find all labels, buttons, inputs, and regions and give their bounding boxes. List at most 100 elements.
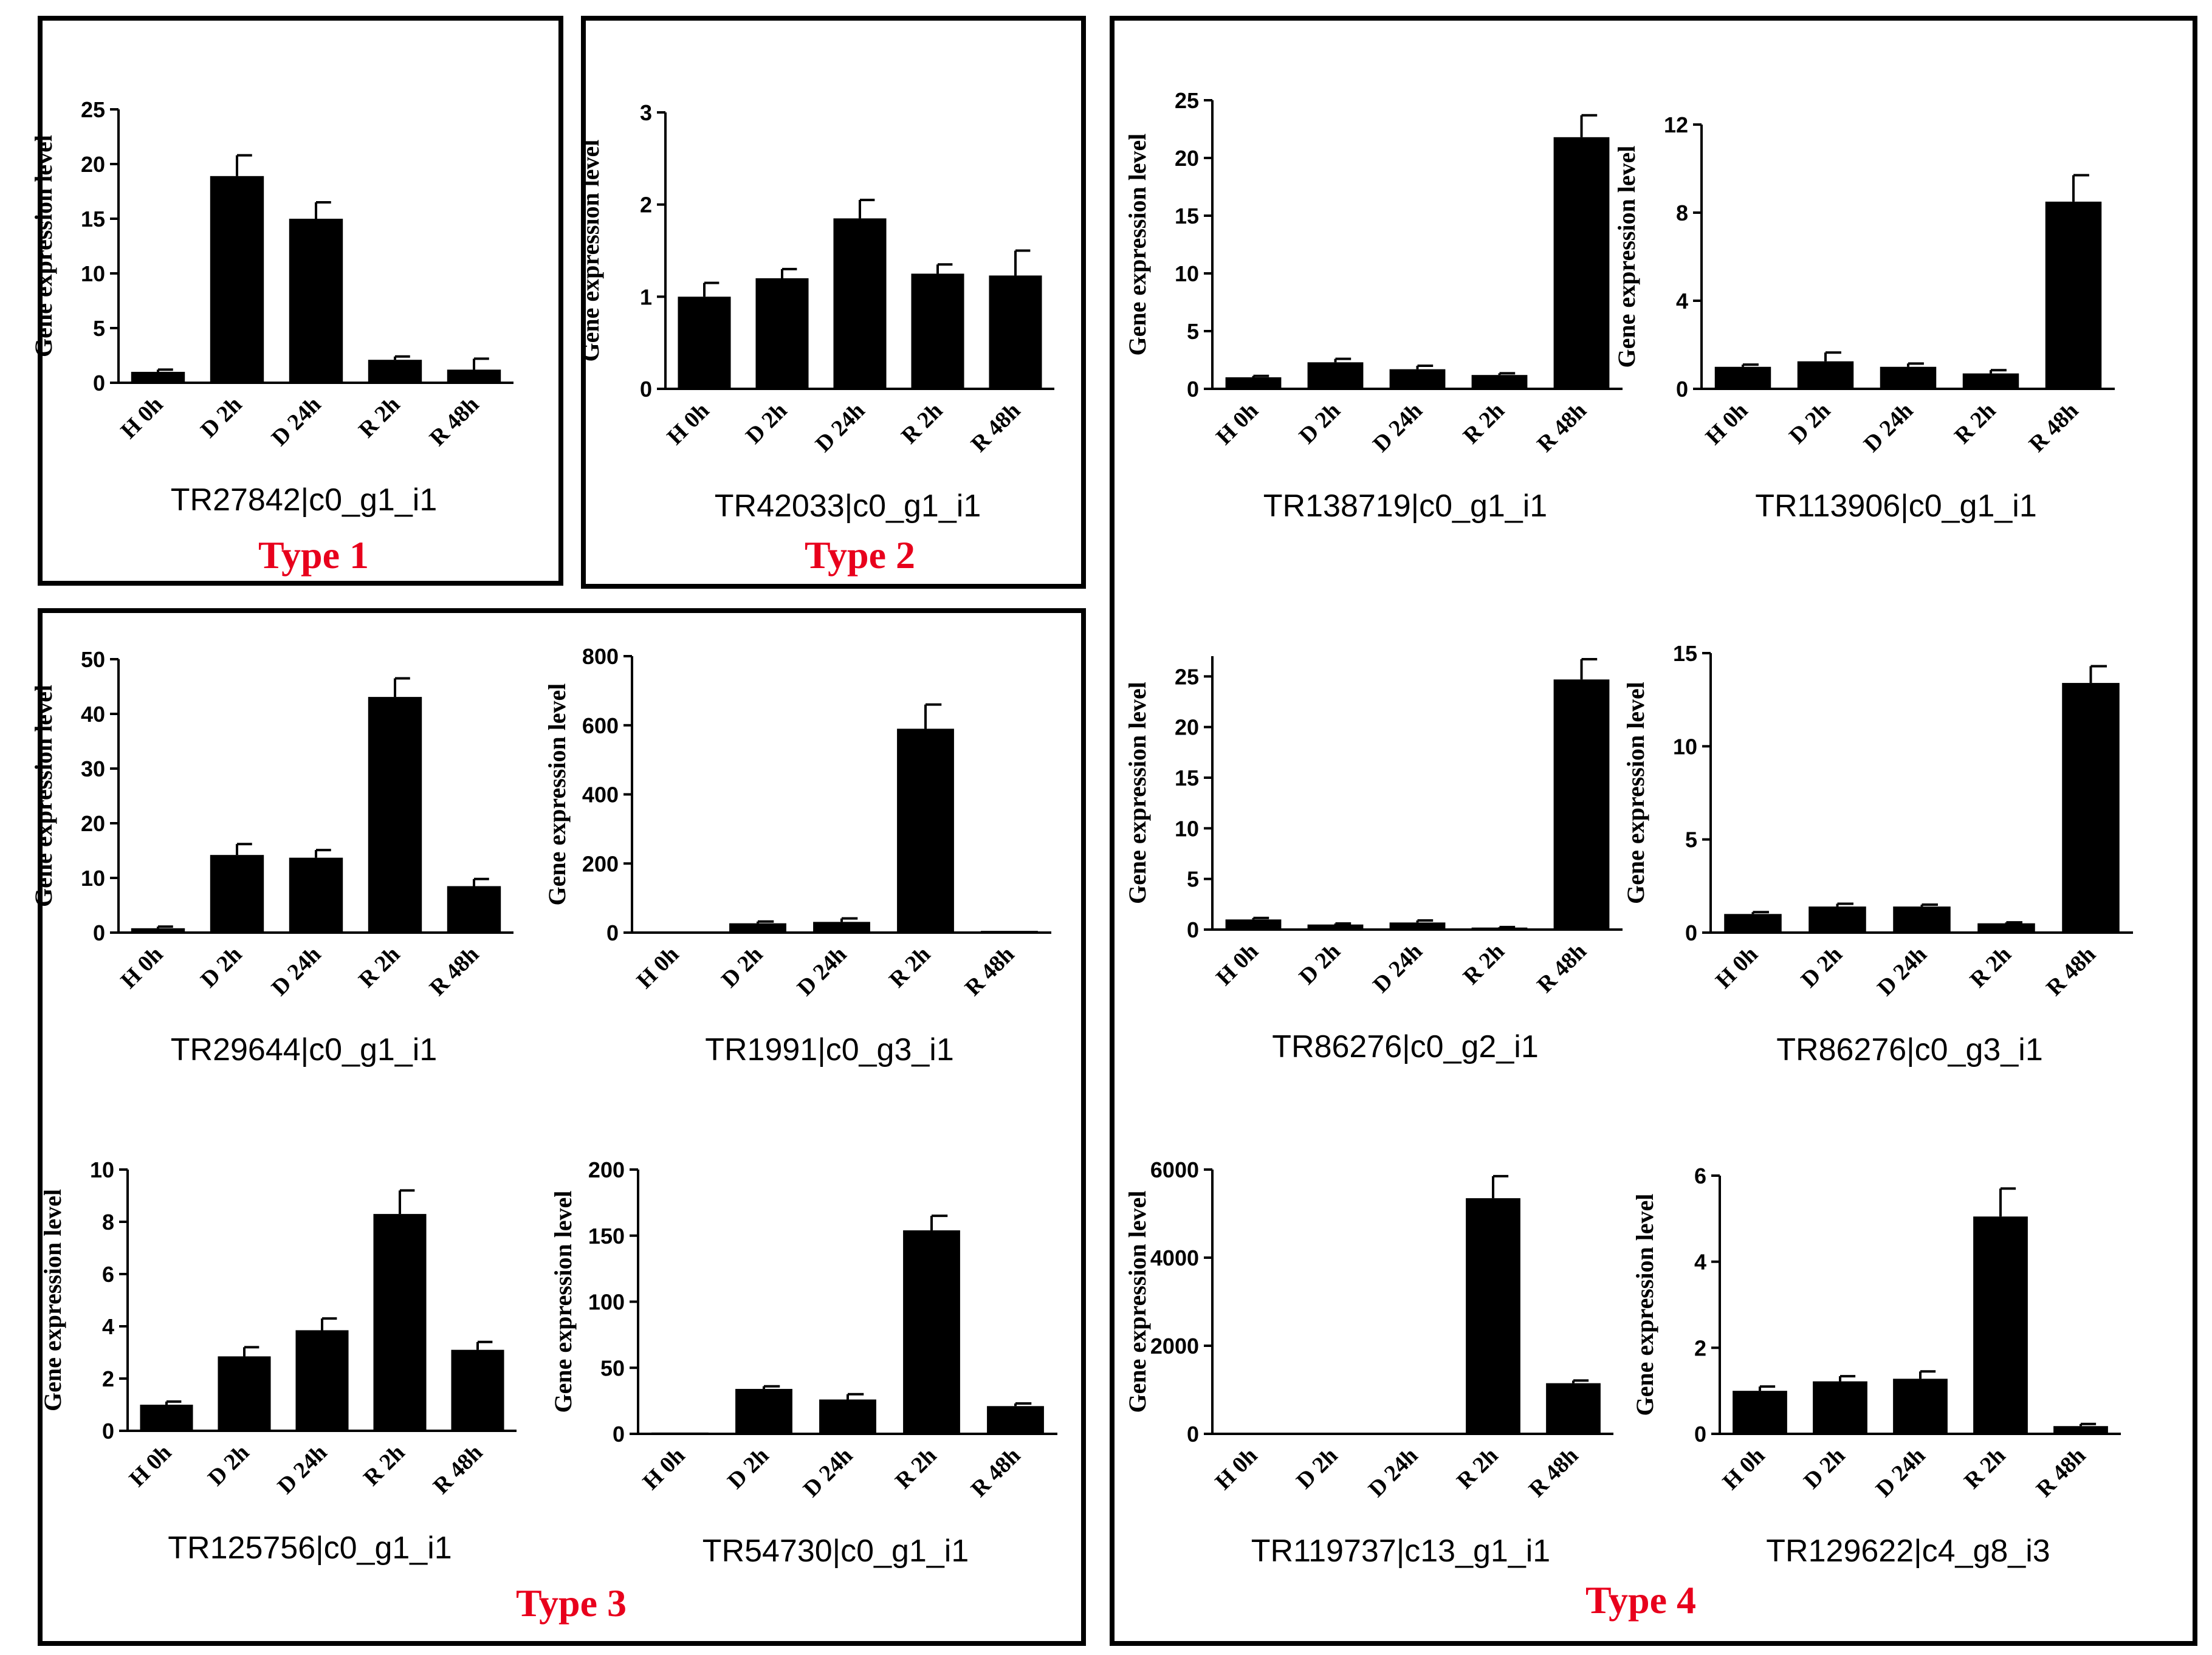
chart-panel-tr113906: 0 4 8 12 Gene expression level H 0h D 2h D 24h R…: [1613, 112, 2115, 524]
y-tick-label: 0: [1685, 920, 1697, 945]
x-tick-label: D 2h: [203, 1440, 254, 1491]
x-tick-label: R 2h: [1458, 398, 1510, 449]
chart-panel-tr29644: 0 10 20 30 40 50 Gene expression level H 0h D 2h…: [30, 647, 514, 1067]
y-axis-title: Gene expression level: [1124, 1191, 1151, 1413]
bar: [1733, 1391, 1787, 1434]
y-axis-title: Gene expression level: [39, 1189, 66, 1411]
y-tick-label: 0: [606, 920, 619, 945]
bar: [1808, 906, 1866, 933]
x-tick-label: R 48h: [1532, 939, 1592, 998]
chart-panel-tr86276-g2: 0 5 10 15 20 25 Gene expression level H 0h D 2h D…: [1124, 656, 1623, 1064]
bar: [368, 697, 422, 933]
bar: [989, 275, 1042, 389]
x-tick-label: H 0h: [1711, 942, 1763, 994]
x-tick-label: R 2h: [354, 942, 405, 993]
bar: [897, 728, 954, 933]
y-tick-label: 0: [640, 377, 652, 402]
y-tick-label: 0: [1676, 377, 1688, 402]
y-tick-label: 15: [1673, 641, 1697, 666]
y-axis-title: Gene expression level: [577, 140, 604, 362]
y-tick-label: 8: [1676, 200, 1688, 225]
x-tick-label: D 2h: [196, 392, 247, 443]
y-tick-label: 6: [102, 1262, 114, 1287]
bar: [1973, 1216, 2028, 1434]
x-tick-label: R 2h: [884, 942, 935, 993]
bar: [678, 296, 731, 389]
bar: [1962, 373, 2019, 389]
type3-label: Type 3: [516, 1581, 627, 1625]
x-tick-label: R 48h: [2024, 398, 2084, 457]
chart-panel-tr138719: 0 5 10 15 20 25 Gene expression level H 0h D 2h D…: [1124, 88, 1623, 524]
y-tick-label: 0: [93, 371, 105, 396]
x-tick-label: H 0h: [116, 942, 168, 994]
y-axis-title: Gene expression level: [1613, 146, 1640, 368]
y-tick-label: 40: [81, 702, 105, 727]
x-tick-label: R 2h: [1965, 942, 2016, 993]
gene-id-title: TR129622|c4_g8_i3: [1766, 1533, 2050, 1569]
x-tick-label: H 0h: [632, 942, 684, 994]
bar: [1386, 1433, 1440, 1434]
y-tick-label: 4: [102, 1314, 114, 1339]
bar: [987, 1406, 1044, 1434]
bar: [1225, 377, 1282, 389]
y-tick-label: 15: [1175, 766, 1199, 790]
x-tick-label: D 24h: [1871, 1443, 1931, 1503]
bar: [295, 1330, 349, 1431]
y-tick-label: 200: [582, 851, 619, 876]
bar: [1466, 1198, 1520, 1434]
x-tick-label: R 48h: [960, 942, 1020, 1001]
y-tick-label: 5: [93, 316, 105, 341]
bar: [1977, 923, 2035, 933]
y-tick-label: 800: [582, 644, 619, 669]
x-tick-label: R 48h: [2041, 942, 2101, 1001]
gene-id-title: TR138719|c0_g1_i1: [1263, 488, 1547, 524]
type2-box: [581, 16, 1086, 589]
chart-panel-tr119737: 0 2000 4000 6000 Gene expression level H 0h D …: [1124, 1157, 1613, 1569]
x-tick-label: R 48h: [1532, 398, 1592, 457]
x-tick-label: R 2h: [359, 1440, 410, 1491]
bar: [210, 855, 264, 933]
type4-box: [1110, 16, 2197, 1646]
gene-id-title: TR86276|c0_g2_i1: [1272, 1029, 1539, 1064]
bar: [2062, 683, 2120, 933]
bar: [2053, 1426, 2108, 1434]
y-tick-label: 3: [640, 100, 652, 125]
type1-box: [38, 16, 563, 586]
y-tick-label: 200: [588, 1157, 625, 1182]
x-tick-label: H 0h: [1718, 1443, 1770, 1495]
chart-panel-tr54730: 0 50 100 150 200 Gene expression level H 0h D 2…: [549, 1157, 1057, 1569]
y-tick-label: 10: [81, 261, 105, 286]
y-tick-label: 4000: [1150, 1246, 1199, 1270]
y-tick-label: 50: [81, 647, 105, 672]
y-tick-label: 2: [102, 1366, 114, 1391]
bar: [140, 1405, 193, 1431]
y-tick-label: 10: [1175, 261, 1199, 286]
y-axis-title: Gene expression level: [30, 685, 57, 907]
bar: [1724, 914, 1782, 933]
type3-box: [38, 608, 1086, 1646]
bar: [1880, 366, 1937, 389]
bar: [1307, 924, 1364, 930]
y-tick-label: 8: [102, 1210, 114, 1235]
x-tick-label: R 48h: [425, 392, 484, 451]
x-tick-label: H 0h: [125, 1440, 177, 1492]
y-tick-label: 0: [102, 1419, 114, 1444]
y-tick-label: 20: [81, 152, 105, 177]
x-tick-label: R 2h: [1949, 398, 2001, 449]
x-tick-label: R 48h: [428, 1440, 488, 1499]
x-tick-label: R 48h: [425, 942, 484, 1001]
x-tick-label: D 2h: [723, 1443, 774, 1494]
x-tick-label: H 0h: [1211, 939, 1263, 991]
bar: [1225, 919, 1282, 930]
y-tick-label: 4: [1694, 1250, 1706, 1275]
bar: [1307, 362, 1364, 389]
x-tick-label: D 2h: [1796, 942, 1847, 993]
x-tick-label: D 24h: [273, 1440, 332, 1499]
x-tick-label: R 2h: [1959, 1443, 2010, 1494]
bar: [813, 922, 870, 933]
bar: [131, 372, 185, 383]
bar: [451, 1349, 504, 1431]
y-tick-label: 1: [640, 284, 652, 309]
gene-id-title: TR54730|c0_g1_i1: [702, 1533, 969, 1569]
y-tick-label: 5: [1187, 319, 1199, 344]
